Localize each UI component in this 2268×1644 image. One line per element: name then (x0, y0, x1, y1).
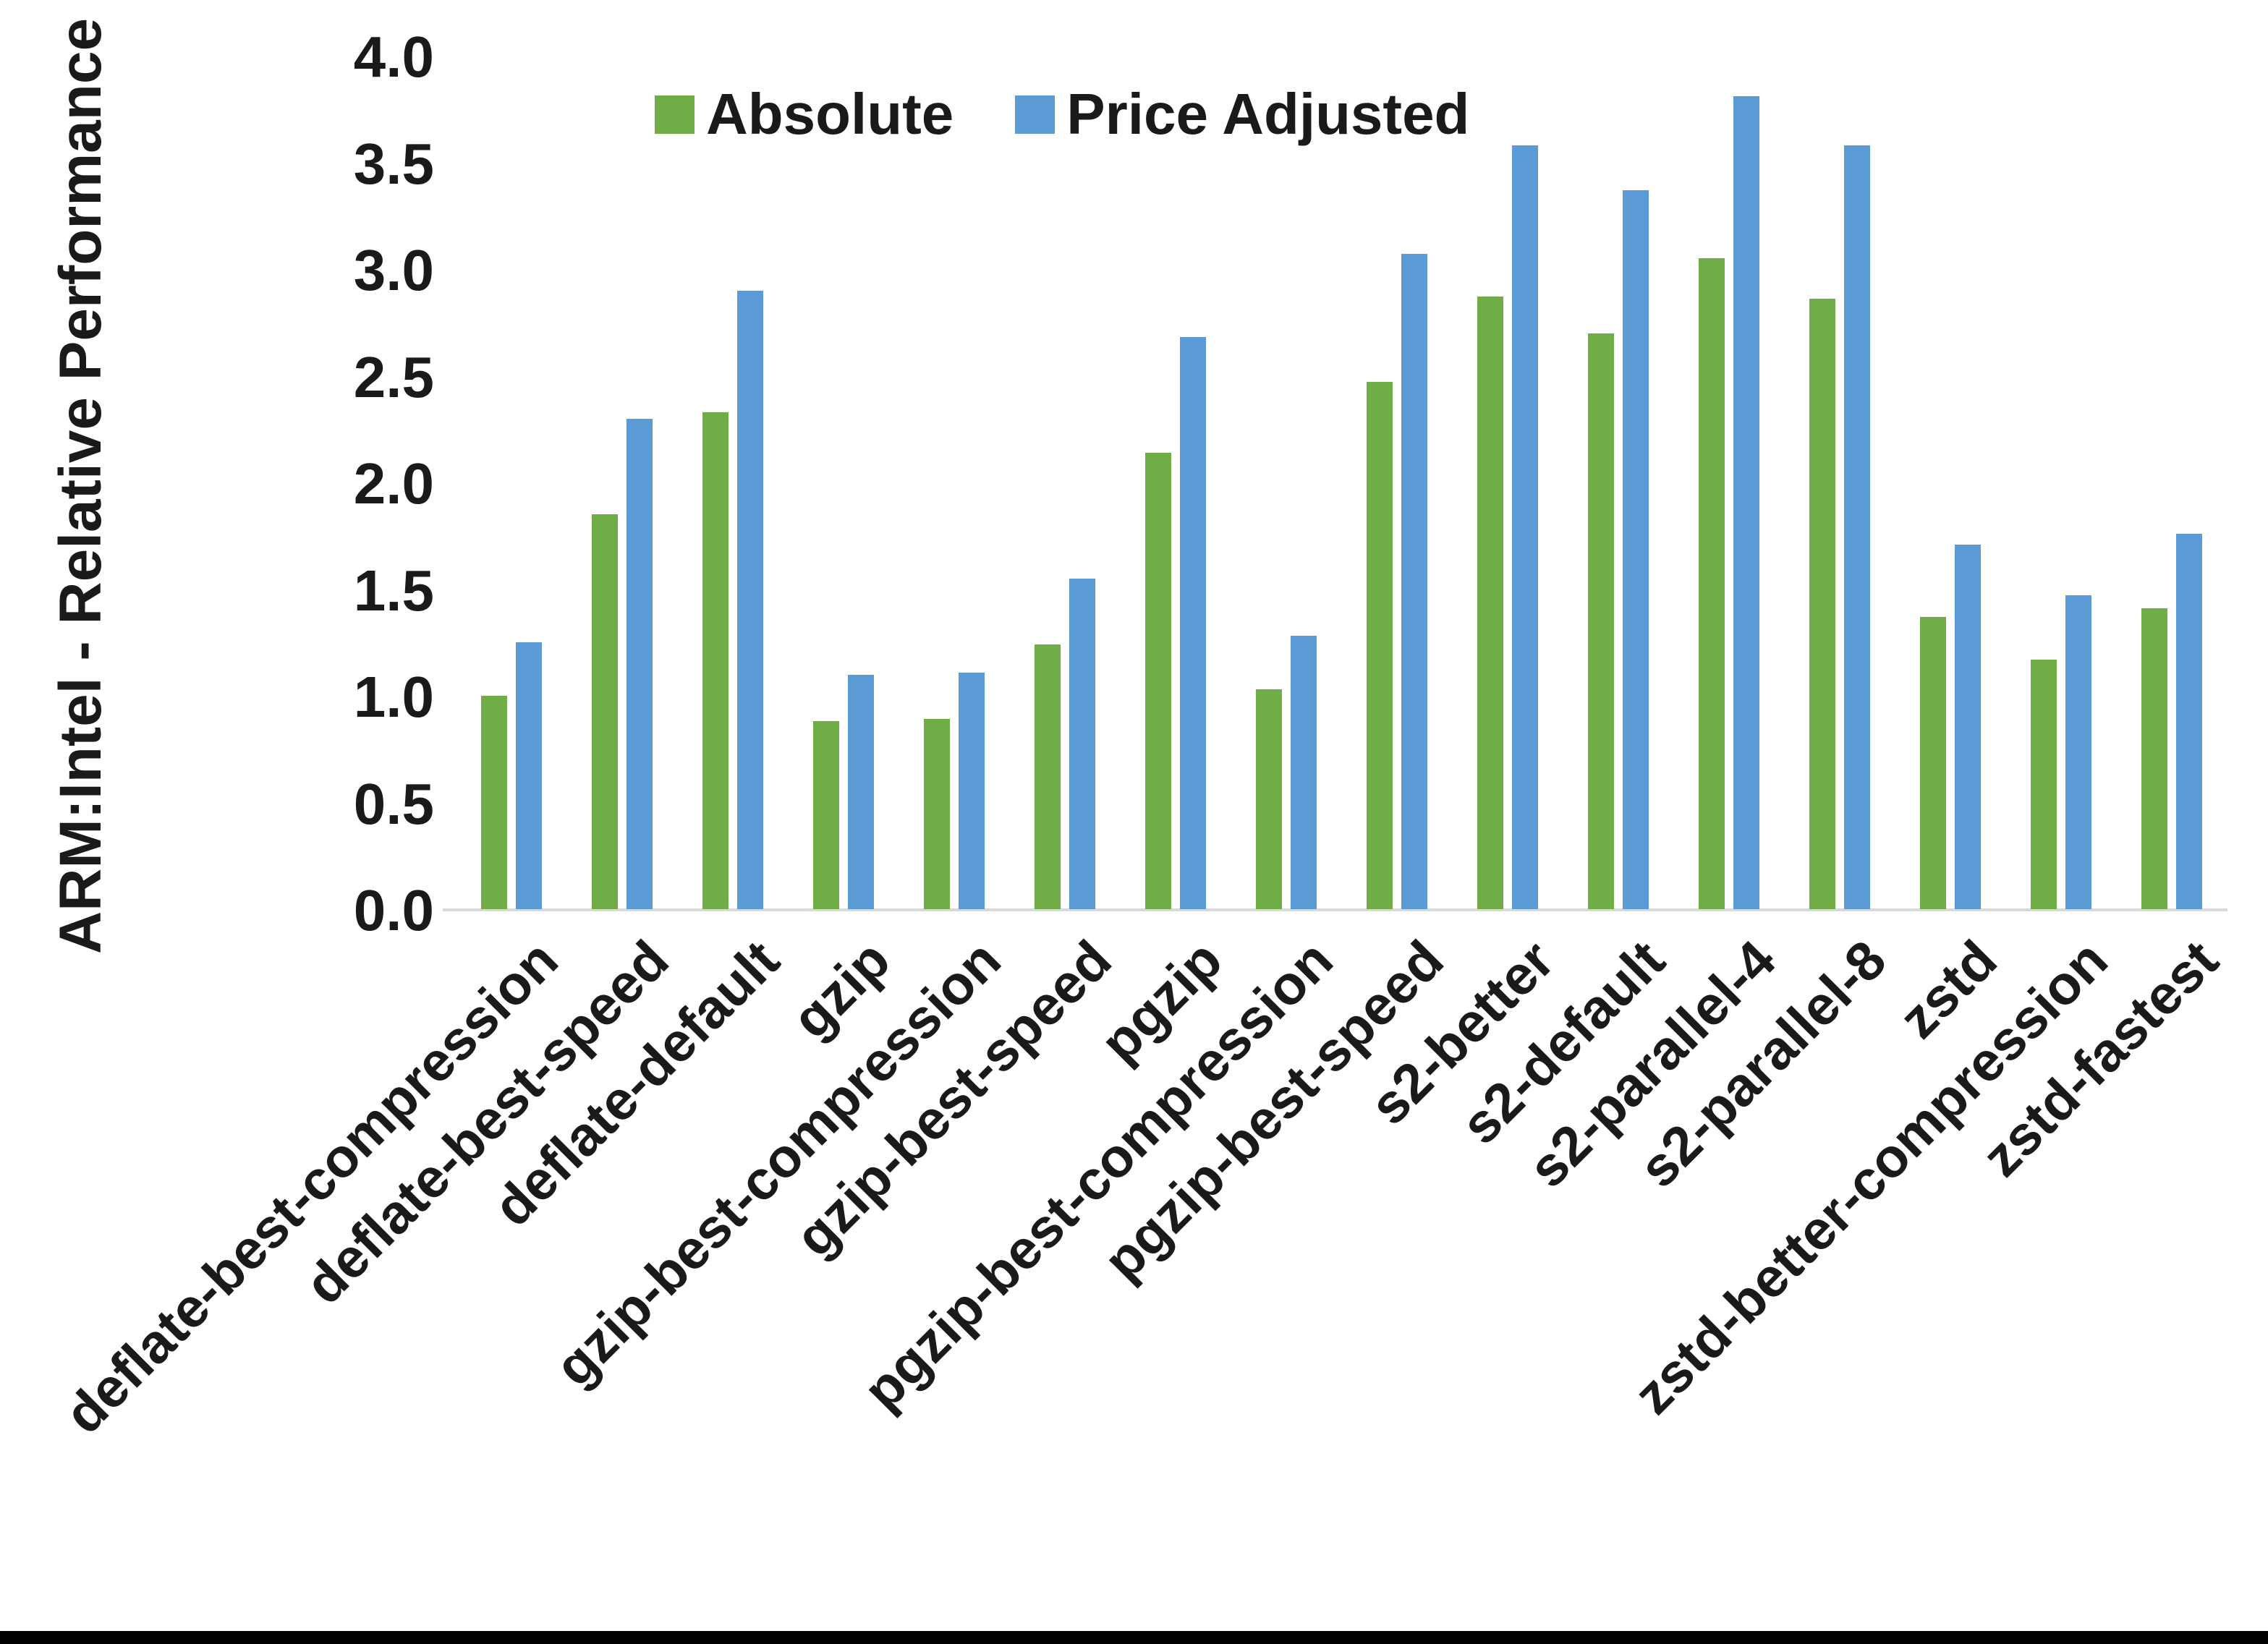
legend-label-price-adjusted: Price Adjusted (1066, 82, 1470, 146)
bar-price-adjusted-s2-parallel-8 (1844, 145, 1871, 909)
bar-price-adjusted-gzip-best-speed (1069, 578, 1095, 909)
bar-group-pgzip-best-compression (1231, 56, 1341, 909)
bar-price-adjusted-pgzip-best-compression (1290, 636, 1317, 909)
legend-label-absolute: Absolute (706, 82, 954, 146)
bar-price-adjusted-zstd (1955, 544, 1982, 909)
bar-price-adjusted-gzip (847, 674, 874, 909)
bar-group-gzip (788, 56, 899, 909)
y-tick-label-0.5: 0.5 (353, 771, 434, 836)
bar-group-deflate-best-compression (456, 56, 566, 909)
bar-price-adjusted-deflate-best-compression (515, 642, 542, 909)
bar-group-pgzip-best-speed (1342, 56, 1453, 909)
bar-absolute-gzip (812, 721, 839, 909)
bar-absolute-pgzip (1144, 452, 1171, 909)
y-tick-label-2.0: 2.0 (353, 451, 434, 516)
bar-group-pgzip (1120, 56, 1231, 909)
bar-group-gzip-best-speed (1009, 56, 1120, 909)
bar-price-adjusted-deflate-default (736, 290, 763, 909)
y-tick-label-0.0: 0.0 (353, 878, 434, 942)
bar-absolute-deflate-default (702, 412, 729, 909)
bar-absolute-deflate-best-compression (480, 696, 507, 909)
bar-price-adjusted-s2-parallel-4 (1733, 96, 1760, 909)
bar-absolute-s2-better (1477, 297, 1504, 909)
bar-price-adjusted-zstd-fastest (2176, 533, 2203, 909)
y-tick-label-2.5: 2.5 (353, 344, 434, 409)
bar-group-gzip-best-compression (899, 56, 1009, 909)
bar-group-s2-default (1563, 56, 1674, 909)
screenshot-bottom-border (0, 1631, 2268, 1644)
legend-item-price-adjusted: Price Adjusted (1015, 85, 1469, 143)
bar-absolute-gzip-best-compression (923, 719, 950, 909)
y-tick-label-4.0: 4.0 (353, 25, 434, 89)
bar-price-adjusted-pgzip-best-speed (1401, 254, 1428, 909)
bar-group-deflate-best-speed (566, 56, 677, 909)
y-tick-label-1.0: 1.0 (353, 665, 434, 729)
bar-price-adjusted-pgzip (1179, 337, 1206, 909)
bar-price-adjusted-zstd-better-compression (2065, 595, 2092, 909)
bar-absolute-s2-parallel-8 (1809, 299, 1836, 909)
y-tick-label-3.5: 3.5 (353, 131, 434, 196)
bar-group-zstd (1895, 56, 2006, 909)
legend-item-absolute: Absolute (655, 85, 954, 143)
legend-swatch-absolute (655, 95, 695, 134)
bar-group-s2-parallel-4 (1674, 56, 1785, 909)
bar-absolute-s2-parallel-4 (1699, 258, 1725, 909)
bar-price-adjusted-deflate-best-speed (626, 418, 653, 909)
bar-price-adjusted-s2-better (1512, 145, 1539, 909)
plot-area (456, 56, 2227, 909)
bar-group-zstd-better-compression (2006, 56, 2117, 909)
bar-group-zstd-fastest (2117, 56, 2227, 909)
bar-absolute-s2-default (1588, 333, 1615, 909)
bar-group-s2-parallel-8 (1785, 56, 1895, 909)
y-tick-label-1.5: 1.5 (353, 558, 434, 623)
bar-price-adjusted-gzip-best-compression (958, 672, 985, 909)
bar-absolute-pgzip-best-compression (1255, 689, 1282, 909)
bar-absolute-zstd (1920, 616, 1947, 909)
bar-absolute-gzip-best-speed (1034, 644, 1061, 909)
x-axis-line (443, 908, 2227, 911)
bar-group-s2-better (1453, 56, 1563, 909)
legend: Absolute Price Adjusted (655, 85, 1469, 143)
bar-absolute-pgzip-best-speed (1367, 382, 1393, 909)
bar-absolute-zstd-better-compression (2031, 659, 2057, 909)
bar-group-deflate-default (677, 56, 788, 909)
bar-absolute-deflate-best-speed (591, 514, 618, 909)
y-axis-title: ARM:Intel - Relative Performance (48, 17, 114, 955)
bar-absolute-zstd-fastest (2141, 608, 2168, 909)
y-tick-label-3.0: 3.0 (353, 238, 434, 302)
legend-swatch-price-adjusted (1015, 95, 1056, 134)
bar-price-adjusted-s2-default (1623, 189, 1649, 909)
